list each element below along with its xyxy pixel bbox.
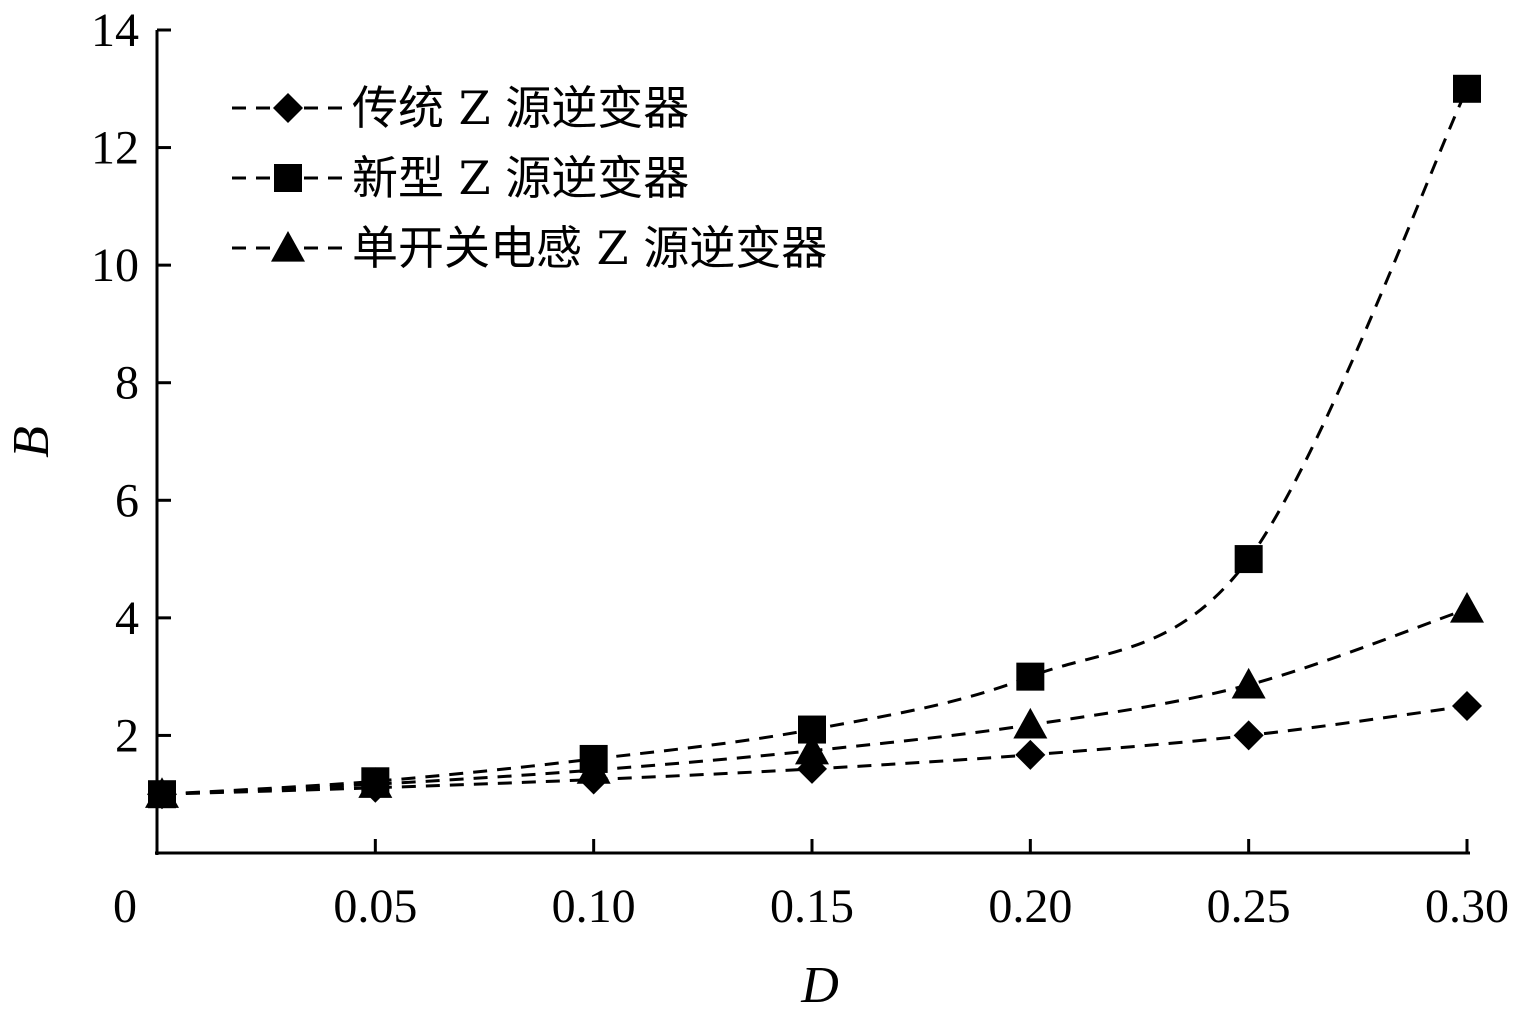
diamond-marker — [1233, 720, 1264, 751]
legend-label: 传统 Z 源逆变器 — [352, 81, 689, 135]
series-markers — [145, 74, 1484, 810]
square-marker — [1234, 545, 1263, 574]
x-axis-title: D — [800, 957, 839, 1014]
triangle-marker — [1231, 667, 1266, 699]
x-tick-label: 0.05 — [333, 880, 417, 933]
y-tick-label: 4 — [115, 592, 139, 645]
square-marker — [1453, 74, 1481, 103]
triangle-marker — [358, 767, 393, 798]
x-tick-label: 0.25 — [1207, 880, 1291, 933]
x-tick-label: 0.15 — [770, 880, 854, 933]
triangle-marker — [576, 753, 611, 784]
triangle-marker — [1013, 707, 1048, 739]
triangle-marker — [1450, 592, 1484, 623]
triangle-marker — [795, 733, 829, 765]
x-tick-label: 0.30 — [1425, 880, 1509, 933]
legend-label: 新型 Z 源逆变器 — [352, 151, 689, 205]
y-tick-label: 8 — [115, 357, 139, 410]
y-axis-title: B — [3, 426, 60, 458]
square-marker — [1016, 662, 1045, 691]
legend-triangle-marker — [271, 231, 305, 262]
x-ticks: 0 0.05 0.10 0.15 0.20 0.25 0.30 — [113, 839, 1509, 933]
x-tick-label: 0 — [113, 880, 137, 933]
legend-label: 单开关电感 Z 源逆变器 — [352, 221, 827, 275]
diamond-marker — [1015, 739, 1046, 770]
diamond-marker — [1452, 691, 1482, 722]
x-tick-label: 0.10 — [552, 880, 636, 933]
x-tick-label: 0.20 — [988, 880, 1072, 933]
y-tick-label: 10 — [91, 239, 139, 292]
y-tick-label: 6 — [115, 474, 139, 527]
triangle-marker — [145, 777, 179, 808]
y-tick-label: 12 — [91, 122, 139, 175]
y-tick-label: 2 — [115, 709, 139, 762]
legend-square-marker — [274, 164, 302, 192]
y-ticks: 2 4 6 8 10 12 14 — [91, 4, 171, 762]
legend-diamond-marker — [273, 93, 303, 123]
y-tick-label: 14 — [91, 4, 139, 57]
